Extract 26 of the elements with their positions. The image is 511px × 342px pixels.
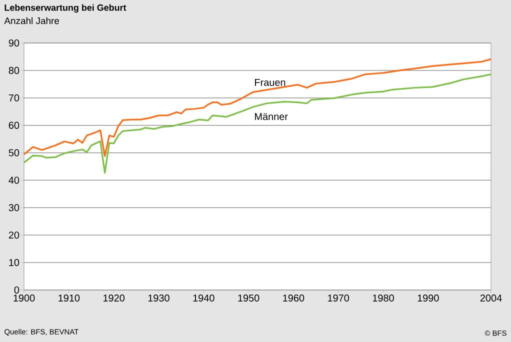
y-tick-label: 80 bbox=[8, 66, 20, 74]
y-axis-title: Anzahl Jahre bbox=[4, 17, 60, 24]
x-tick-label: 1970 bbox=[328, 294, 350, 302]
series-label: Männer bbox=[255, 113, 288, 120]
y-tick-label: 60 bbox=[8, 122, 20, 129]
y-tick-label: 20 bbox=[8, 232, 20, 239]
y-tick-label: 50 bbox=[8, 149, 20, 156]
y-tick-label: 0 bbox=[14, 286, 20, 294]
x-tick-label: 1920 bbox=[104, 294, 125, 302]
x-tick-label: 1980 bbox=[372, 294, 394, 302]
y-tick-label: 10 bbox=[9, 259, 20, 266]
x-tick-label: 1960 bbox=[283, 294, 304, 302]
y-tick-label: 90 bbox=[8, 39, 20, 47]
y-tick-label: 70 bbox=[8, 94, 20, 102]
x-tick-label: 2004 bbox=[480, 294, 502, 302]
x-tick-label: 1910 bbox=[58, 294, 80, 302]
chart-title: Lebenserwartung bei Geburt bbox=[4, 4, 126, 13]
series-label: Frauen bbox=[255, 78, 286, 86]
x-tick-label: 1950 bbox=[238, 294, 260, 302]
x-tick-label: 1930 bbox=[148, 294, 170, 302]
x-tick-label: 1900 bbox=[14, 294, 35, 302]
y-tick-label: 30 bbox=[8, 204, 20, 212]
x-tick-label: 1990 bbox=[418, 294, 439, 302]
x-tick-label: 1940 bbox=[193, 294, 214, 302]
line-series bbox=[23, 58, 492, 157]
y-tick-label: 40 bbox=[8, 176, 20, 184]
